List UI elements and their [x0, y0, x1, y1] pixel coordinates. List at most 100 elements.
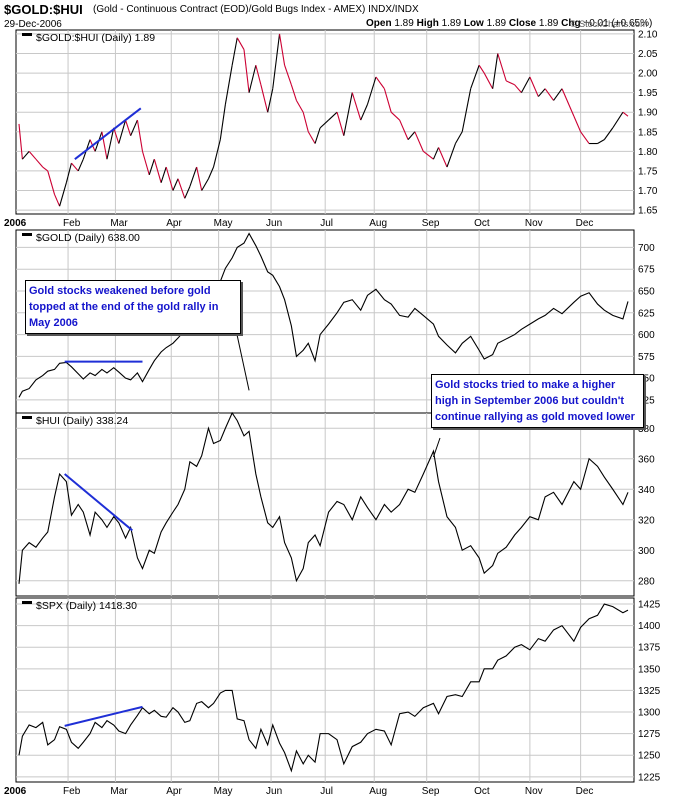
y-tick-label: 280: [638, 576, 655, 587]
series-segment: [278, 33, 286, 66]
y-tick-label: 1.75: [638, 166, 658, 177]
series-segment: [267, 88, 274, 113]
series-segment: [284, 65, 292, 85]
x-tick-label: Apr: [166, 786, 182, 797]
high-value: 1.89: [441, 18, 462, 29]
y-tick-label: 1350: [638, 664, 661, 675]
x-tick-label: Oct: [474, 786, 490, 797]
series-segment: [307, 131, 316, 144]
symbol-description: (Gold - Continuous Contract (EOD)/Gold B…: [93, 4, 419, 15]
series-segment: [553, 88, 563, 101]
series-segment: [54, 194, 61, 207]
series-segment: [165, 166, 174, 191]
series-segment: [399, 119, 409, 140]
series-line: [18, 603, 629, 773]
series-segment: [231, 37, 238, 66]
series-segment: [290, 84, 297, 101]
x-tick-label: Jun: [266, 218, 282, 229]
annotation-pointer: [432, 437, 441, 458]
y-tick-label: 1.80: [638, 147, 658, 158]
x-tick-label: Jun: [266, 786, 282, 797]
series-segment: [47, 170, 56, 195]
panel-1: 1.65 1.70 1.75 1.80 1.85 1.90 1.95 2.00 2.05 2.10…: [4, 29, 658, 229]
series-segment: [184, 186, 191, 199]
x-tick-label: Mar: [110, 786, 128, 797]
x-tick-label: Aug: [369, 218, 387, 229]
y-tick-label: 675: [638, 265, 655, 276]
series-segment: [196, 166, 203, 191]
series-segment: [573, 115, 582, 133]
series-segment: [520, 76, 531, 93]
y-tick-label: 1275: [638, 729, 661, 740]
panel-title: $GOLD (Daily) 638.00: [36, 232, 140, 244]
open-label: Open: [366, 18, 392, 29]
series-segment: [483, 72, 494, 89]
series-segment: [375, 76, 385, 90]
legend-swatch: [22, 33, 32, 36]
y-tick-label: 1400: [638, 621, 661, 632]
series-segment: [77, 158, 84, 172]
series-segment: [461, 88, 472, 132]
series-segment: [65, 162, 72, 183]
series-segment: [446, 143, 456, 168]
low-label: Low: [463, 18, 484, 29]
x-tick-label: Dec: [576, 218, 594, 229]
series-segment: [35, 158, 44, 168]
symbol-title: $GOLD:$HUI: [4, 2, 83, 17]
legend-swatch: [22, 233, 32, 236]
copyright-notice: © StockCharts.com: [570, 19, 648, 29]
series-segment: [248, 65, 257, 93]
series-segment: [514, 84, 522, 93]
series-segment: [497, 53, 507, 82]
series-segment: [612, 111, 624, 129]
panel-title: $SPX (Daily) 1418.30: [36, 600, 137, 612]
series-segment: [432, 147, 440, 160]
series-segment: [106, 127, 115, 160]
panel-title: $GOLD:$HUI (Daily) 1.89: [36, 32, 155, 44]
y-tick-label: 525: [638, 395, 655, 406]
y-tick-label: 625: [638, 308, 655, 319]
series-segment: [219, 104, 226, 140]
hui-annotation-box: Gold stocks tried to make a higher high …: [431, 374, 644, 428]
series-segment: [21, 151, 30, 160]
x-tick-label: May: [214, 218, 233, 229]
close-value: 1.89: [538, 18, 559, 29]
x-tick-label: Dec: [576, 786, 594, 797]
series-segment: [454, 131, 463, 144]
x-tick-label: Nov: [525, 218, 543, 229]
series-segment: [224, 65, 233, 105]
y-tick-label: 1250: [638, 751, 661, 762]
y-tick-label: 1325: [638, 686, 661, 697]
legend-swatch: [22, 601, 32, 604]
series-segment: [478, 64, 485, 74]
y-tick-label: 1.90: [638, 108, 658, 119]
x-tick-label: Oct: [474, 218, 490, 229]
y-tick-label: 2.05: [638, 49, 658, 60]
y-tick-label: 360: [638, 454, 655, 465]
series-segment: [28, 151, 37, 160]
series-segment: [148, 159, 155, 176]
series-segment: [302, 112, 309, 132]
series-segment: [438, 147, 448, 168]
series-segment: [603, 127, 614, 140]
series-segment: [360, 104, 368, 121]
y-tick-label: 1300: [638, 708, 661, 719]
series-segment: [328, 111, 338, 121]
chg-label: Chg: [561, 18, 581, 29]
series-segment: [125, 119, 132, 136]
series-segment: [153, 159, 162, 183]
y-tick-label: 1.65: [638, 206, 658, 217]
x-tick-label: Jul: [320, 218, 333, 229]
series-segment: [113, 127, 120, 144]
y-tick-label: 550: [638, 374, 655, 385]
trendline: [74, 107, 142, 160]
series-segment: [255, 65, 262, 85]
x-tick-label: Feb: [63, 218, 81, 229]
x-tick-label: Feb: [63, 786, 81, 797]
series-segment: [136, 119, 144, 152]
series-segment: [314, 127, 321, 144]
y-tick-label: 1225: [638, 772, 661, 783]
series-segment: [597, 139, 605, 145]
series-segment: [18, 123, 23, 160]
trendline: [64, 473, 133, 532]
